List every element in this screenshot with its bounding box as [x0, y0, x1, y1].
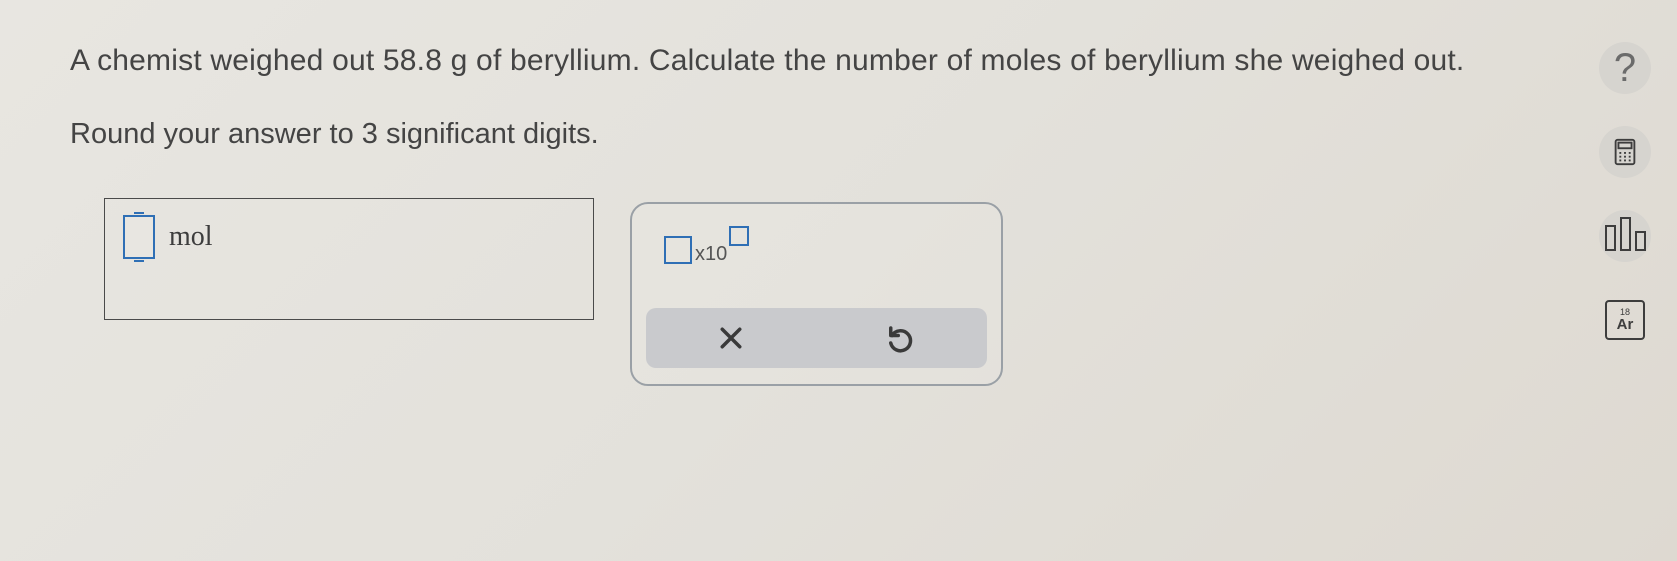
answer-box: mol: [104, 198, 594, 320]
help-button[interactable]: ?: [1599, 42, 1651, 94]
element-symbol: Ar: [1617, 317, 1634, 332]
undo-icon: [887, 323, 917, 353]
toolbox-actions: [646, 308, 987, 368]
stats-button[interactable]: [1599, 210, 1651, 262]
equation-toolbox: x10: [630, 202, 1003, 386]
answer-input-placeholder-icon[interactable]: [123, 215, 155, 259]
sci-base-box-icon: [664, 236, 692, 264]
calculator-button[interactable]: [1599, 126, 1651, 178]
sci-exponent-box-icon: [729, 226, 749, 246]
question-text-line2: Round your answer to 3 significant digit…: [70, 118, 599, 151]
x-icon: [716, 323, 746, 353]
sci-x10-label: x10: [695, 243, 727, 266]
sidebar: ? 18 Ar: [1595, 42, 1655, 346]
periodic-element-icon: 18 Ar: [1605, 300, 1645, 340]
clear-button[interactable]: [646, 308, 817, 368]
bar-chart-icon: [1605, 221, 1646, 251]
periodic-table-button[interactable]: 18 Ar: [1599, 294, 1651, 346]
undo-button[interactable]: [817, 308, 988, 368]
scientific-notation-button[interactable]: x10: [664, 226, 749, 264]
answer-unit: mol: [169, 221, 213, 253]
calculator-icon: [1610, 137, 1640, 167]
question-mark-icon: ?: [1614, 46, 1636, 91]
question-text-line1: A chemist weighed out 58.8 g of berylliu…: [70, 44, 1617, 78]
